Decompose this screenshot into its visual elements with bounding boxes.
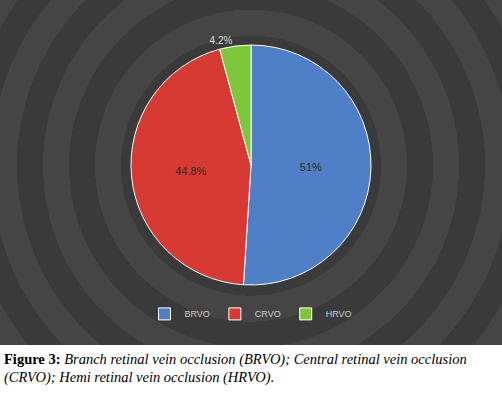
svg-text:CRVO: CRVO [255,309,281,319]
html-text:Figure 3: Branch retinal vein: Figure 3: Branch retinal vein occlusion … [4,351,467,385]
svg-text:BRVO: BRVO [185,309,210,319]
svg-text:51%: 51% [300,161,322,173]
svg-text:44.8%: 44.8% [175,165,206,177]
svg-text:4.2%: 4.2% [210,35,233,46]
svg-text:HRVO: HRVO [326,309,352,319]
